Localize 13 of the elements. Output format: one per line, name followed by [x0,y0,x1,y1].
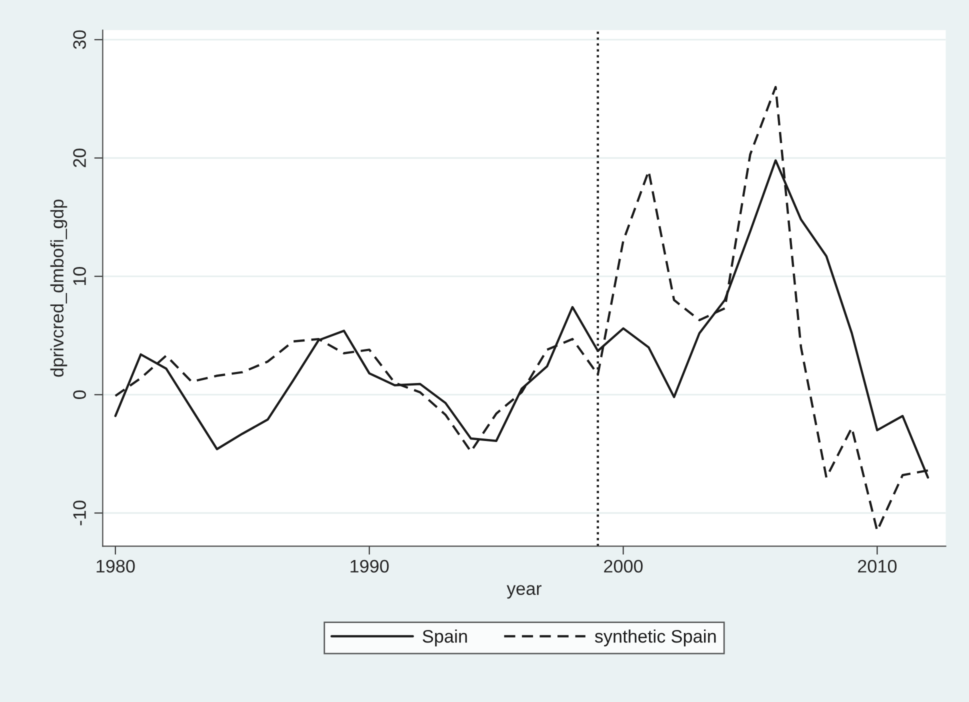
legend-label: Spain [422,629,467,646]
y-tick-label: 20 [73,148,86,168]
x-tick-label: 2000 [604,560,643,573]
x-tick-label: 1990 [350,560,389,573]
y-axis-title: dprivcred_dmbofi_gdp [50,200,68,377]
x-tick-label: 1980 [96,560,135,573]
x-tick-label: 2010 [858,560,897,573]
y-tick-label: 30 [73,30,86,50]
y-tick-label: -10 [73,500,86,526]
x-axis-title: year [506,585,542,599]
y-tick-label: 10 [73,267,86,285]
legend-label: synthetic Spain [594,629,716,646]
y-tick-label: 0 [73,390,86,399]
